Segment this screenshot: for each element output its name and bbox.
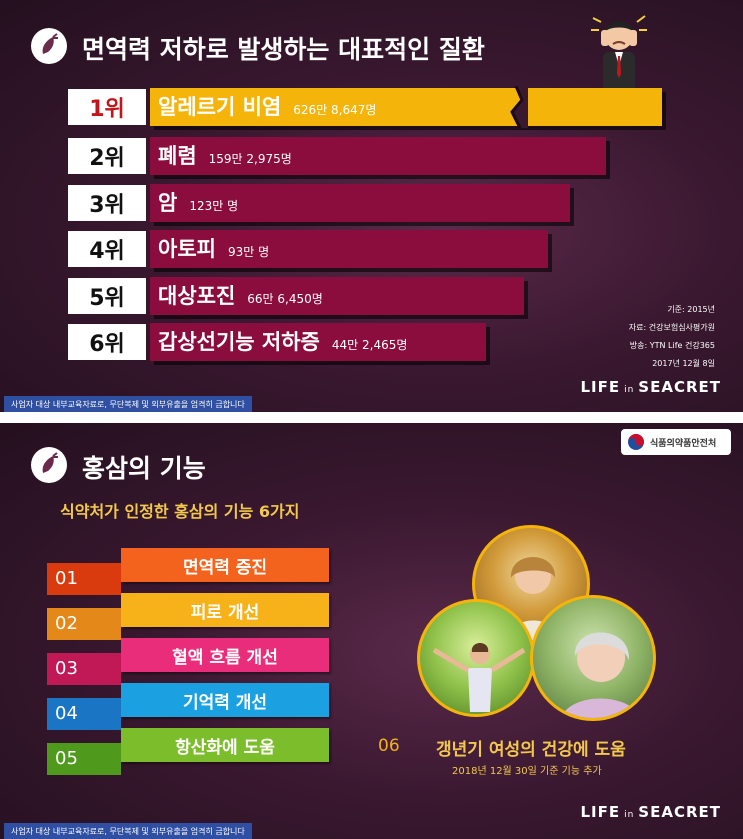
function-6-note: 2018년 12월 30일 기준 기능 추가 [452,766,602,777]
rank-2-label: 2위 [68,138,146,174]
ginseng-icon [31,28,67,64]
disease-bar-5: 대상포진 66만 6,450명 [150,277,524,315]
function-num-1: 01 [47,563,121,595]
disease-name: 아토피 [158,237,216,261]
patient-count: 626만 8,647명 [293,103,377,117]
disease-name: 폐렴 [158,144,197,168]
disease-bar-2: 폐렴 159만 2,975명 [150,137,606,175]
function-label-5: 항산화에 도움 [121,728,329,762]
slide-red-ginseng-functions: 홍삼의 기능 식품의약품안전처 식약처가 인정한 홍삼의 기능 6가지 01 면… [0,423,743,839]
disease-bar-4: 아토피 93만 명 [150,230,548,268]
function-num-6: 06 [378,736,400,756]
brand-logo: LIFE in SEACRET [580,803,721,821]
disease-name: 대상포진 [158,284,236,308]
logo-mid: in [624,385,635,395]
logo-mid: in [624,810,635,820]
mfds-name: 식품의약품안전처 [650,438,717,449]
logo-left: LIFE [580,803,621,821]
stressed-man-illustration [589,8,649,92]
slide-title: 면역력 저하로 발생하는 대표적인 질환 [82,35,485,64]
function-num-4: 04 [47,698,121,730]
rank-4-label: 4위 [68,231,146,267]
disease-bar-6: 갑상선기능 저하증 44만 2,465명 [150,323,486,361]
source-basis: 기준: 2015년 [667,305,715,314]
patient-count: 66만 6,450명 [247,292,323,306]
copyright-notice: 사업자 대상 내부교육자료로, 무단복제 및 외부유출을 엄격히 금합니다 [4,823,252,839]
rank-1-label: 1위 [68,89,146,125]
patient-count: 159만 2,975명 [208,152,292,166]
brand-logo: LIFE in SEACRET [580,378,721,396]
slide-title: 홍삼의 기능 [82,454,206,483]
disease-name: 암 [158,191,178,215]
disease-bar-3: 암 123만 명 [150,184,570,222]
woman-photo-3 [530,595,656,721]
rank-6-label: 6위 [68,324,146,360]
function-num-5: 05 [47,743,121,775]
disease-name: 알레르기 비염 [158,95,282,119]
function-num-2: 02 [47,608,121,640]
function-label-4: 기억력 개선 [121,683,329,717]
logo-right: SEACRET [638,803,721,821]
axis-break-icon [510,86,528,128]
copyright-notice: 사업자 대상 내부교육자료로, 무단복제 및 외부유출을 엄격히 금합니다 [4,396,252,412]
source-broadcast: 방송: YTN Life 건강365 [629,341,715,350]
ginseng-icon [31,447,67,483]
patient-count: 93만 명 [227,245,270,259]
function-label-3: 혈액 흐름 개선 [121,638,329,672]
disease-bar-1: 알레르기 비염 626만 8,647명 [150,86,662,128]
function-num-3: 03 [47,653,121,685]
function-label-1: 면역력 증진 [121,548,329,582]
rank-3-label: 3위 [68,185,146,221]
source-date: 2017년 12월 8일 [652,359,715,368]
patient-count: 44만 2,465명 [331,338,408,352]
woman-photo-2 [417,599,535,717]
patient-count: 123만 명 [189,199,239,213]
function-label-2: 피로 개선 [121,593,329,627]
mfds-badge: 식품의약품안전처 [621,429,731,455]
source-data: 자료: 건강보험심사평가원 [628,323,715,332]
slide-diseases: 면역력 저하로 발생하는 대표적인 질환 1위 알레르기 비염 626만 8,6… [0,0,743,412]
taegeuk-icon [628,434,644,450]
logo-left: LIFE [580,378,621,396]
functions-subtitle: 식약처가 인정한 홍삼의 기능 6가지 [60,502,300,521]
rank-5-label: 5위 [68,278,146,314]
disease-name: 갑상선기능 저하증 [158,330,320,354]
logo-right: SEACRET [638,378,721,396]
function-label-6: 갱년기 여성의 건강에 도움 [436,740,626,760]
